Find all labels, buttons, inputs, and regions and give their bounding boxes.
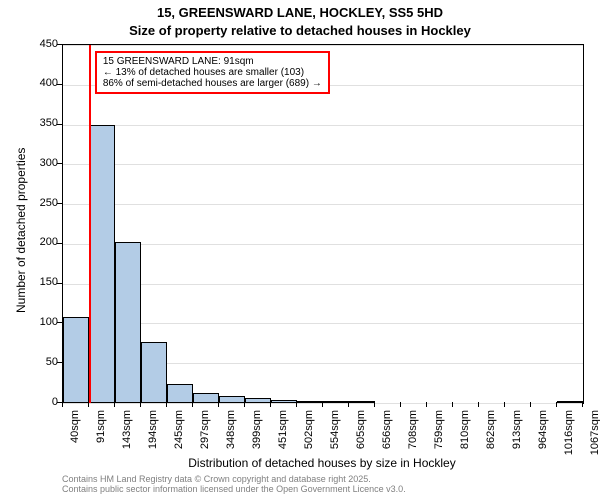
x-tick-label: 502sqm xyxy=(303,410,315,460)
y-axis-label: Number of detached properties xyxy=(14,148,28,313)
histogram-bar xyxy=(323,401,349,403)
x-tick-mark xyxy=(582,402,583,407)
gridline xyxy=(63,244,583,245)
x-tick-label: 708sqm xyxy=(407,410,419,460)
x-tick-label: 554sqm xyxy=(329,410,341,460)
x-tick-mark xyxy=(218,402,219,407)
y-tick-label: 250 xyxy=(30,197,58,209)
x-tick-label: 964sqm xyxy=(537,410,549,460)
histogram-bar xyxy=(141,342,167,403)
y-tick-mark xyxy=(57,124,62,125)
x-tick-label: 297sqm xyxy=(199,410,211,460)
histogram-bar xyxy=(167,384,193,403)
x-tick-label: 759sqm xyxy=(433,410,445,460)
attribution-line-2: Contains public sector information licen… xyxy=(62,484,406,494)
histogram-bar xyxy=(89,125,115,403)
gridline xyxy=(63,164,583,165)
x-tick-mark xyxy=(400,402,401,407)
info-box-line: ← 13% of detached houses are smaller (10… xyxy=(103,67,322,78)
x-tick-mark xyxy=(322,402,323,407)
y-tick-label: 0 xyxy=(30,396,58,408)
chart-subtitle: Size of property relative to detached ho… xyxy=(0,23,600,38)
x-tick-mark xyxy=(452,402,453,407)
x-tick-label: 143sqm xyxy=(121,410,133,460)
x-tick-label: 91sqm xyxy=(95,410,107,460)
x-tick-mark xyxy=(426,402,427,407)
x-tick-mark xyxy=(244,402,245,407)
x-tick-mark xyxy=(270,402,271,407)
x-tick-label: 913sqm xyxy=(511,410,523,460)
histogram-bar xyxy=(245,398,271,403)
histogram-bar xyxy=(271,400,297,403)
y-tick-mark xyxy=(57,283,62,284)
y-tick-mark xyxy=(57,44,62,45)
x-tick-label: 399sqm xyxy=(251,410,263,460)
y-tick-mark xyxy=(57,243,62,244)
x-tick-label: 656sqm xyxy=(381,410,393,460)
histogram-bar xyxy=(115,242,141,403)
y-tick-label: 50 xyxy=(30,356,58,368)
x-tick-label: 810sqm xyxy=(459,410,471,460)
x-tick-mark xyxy=(504,402,505,407)
y-tick-mark xyxy=(57,322,62,323)
histogram-bar xyxy=(557,401,583,403)
y-tick-mark xyxy=(57,362,62,363)
y-tick-mark xyxy=(57,203,62,204)
x-tick-mark xyxy=(556,402,557,407)
x-tick-mark xyxy=(348,402,349,407)
x-tick-label: 451sqm xyxy=(277,410,289,460)
x-tick-label: 605sqm xyxy=(355,410,367,460)
x-tick-mark xyxy=(62,402,63,407)
histogram-bar xyxy=(297,401,323,403)
x-tick-mark xyxy=(478,402,479,407)
gridline xyxy=(63,284,583,285)
gridline xyxy=(63,125,583,126)
gridline xyxy=(63,323,583,324)
x-tick-label: 1067sqm xyxy=(589,410,600,460)
histogram-bar xyxy=(193,393,219,403)
gridline xyxy=(63,204,583,205)
x-tick-mark xyxy=(374,402,375,407)
x-tick-mark xyxy=(88,402,89,407)
x-tick-mark xyxy=(192,402,193,407)
y-tick-label: 450 xyxy=(30,38,58,50)
x-tick-mark xyxy=(114,402,115,407)
y-tick-label: 150 xyxy=(30,276,58,288)
y-tick-label: 100 xyxy=(30,316,58,328)
y-tick-mark xyxy=(57,84,62,85)
attribution-line-1: Contains HM Land Registry data © Crown c… xyxy=(62,474,406,484)
x-tick-label: 862sqm xyxy=(485,410,497,460)
histogram-bar xyxy=(219,396,245,403)
gridline xyxy=(63,45,583,46)
x-tick-mark xyxy=(296,402,297,407)
y-tick-mark xyxy=(57,163,62,164)
info-box: 15 GREENSWARD LANE: 91sqm← 13% of detach… xyxy=(95,51,330,94)
y-tick-label: 200 xyxy=(30,236,58,248)
histogram-bar xyxy=(349,401,375,403)
x-tick-label: 245sqm xyxy=(173,410,185,460)
x-axis-label: Distribution of detached houses by size … xyxy=(62,456,582,470)
x-tick-mark xyxy=(140,402,141,407)
x-tick-label: 348sqm xyxy=(225,410,237,460)
y-tick-label: 400 xyxy=(30,77,58,89)
chart-title: 15, GREENSWARD LANE, HOCKLEY, SS5 5HD xyxy=(0,5,600,20)
x-tick-mark xyxy=(530,402,531,407)
x-tick-mark xyxy=(166,402,167,407)
histogram-bar xyxy=(63,317,89,403)
x-tick-label: 40sqm xyxy=(69,410,81,460)
reference-line xyxy=(89,45,91,403)
attribution: Contains HM Land Registry data © Crown c… xyxy=(62,474,406,494)
x-tick-label: 194sqm xyxy=(147,410,159,460)
x-tick-label: 1016sqm xyxy=(563,410,575,460)
info-box-line: 15 GREENSWARD LANE: 91sqm xyxy=(103,56,322,67)
y-tick-label: 350 xyxy=(30,117,58,129)
plot-area: 15 GREENSWARD LANE: 91sqm← 13% of detach… xyxy=(62,44,584,404)
info-box-line: 86% of semi-detached houses are larger (… xyxy=(103,78,322,89)
y-tick-label: 300 xyxy=(30,157,58,169)
